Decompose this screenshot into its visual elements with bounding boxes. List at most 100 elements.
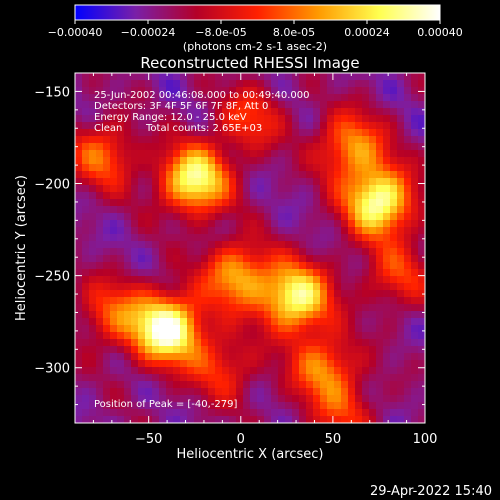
heatmap-cell: [250, 108, 258, 116]
heatmap-cell: [96, 178, 104, 186]
heatmap-cell: [138, 234, 146, 242]
heatmap-cell: [145, 318, 153, 326]
heatmap-cell: [131, 388, 139, 396]
heatmap-cell: [383, 339, 391, 347]
heatmap-cell: [96, 283, 104, 291]
heatmap-cell: [292, 332, 300, 340]
heatmap-cell: [404, 290, 412, 298]
heatmap-cell: [250, 381, 258, 389]
heatmap-cell: [327, 269, 335, 277]
heatmap-cell: [285, 409, 293, 417]
heatmap-cell: [306, 388, 314, 396]
heatmap-cell: [222, 388, 230, 396]
heatmap-cell: [355, 101, 363, 109]
heatmap-cell: [187, 94, 195, 102]
heatmap-cell: [264, 115, 272, 123]
heatmap-cell: [243, 136, 251, 144]
heatmap-cell: [124, 157, 132, 165]
heatmap-cell: [194, 269, 202, 277]
heatmap-cell: [124, 311, 132, 319]
heatmap-cell: [236, 381, 244, 389]
heatmap-cell: [292, 115, 300, 123]
heatmap-cell: [131, 185, 139, 193]
heatmap-cell: [271, 171, 279, 179]
heatmap-cell: [166, 129, 174, 137]
heatmap-cell: [285, 402, 293, 410]
heatmap-cell: [124, 129, 132, 137]
heatmap-cell: [138, 136, 146, 144]
heatmap-cell: [89, 346, 97, 354]
heatmap-cell: [82, 297, 90, 305]
heatmap-cell: [271, 367, 279, 375]
heatmap-cell: [180, 157, 188, 165]
heatmap-cell: [145, 220, 153, 228]
heatmap-cell: [348, 297, 356, 305]
heatmap-cell: [229, 108, 237, 116]
heatmap-cell: [362, 199, 370, 207]
heatmap-cell: [173, 199, 181, 207]
heatmap-cell: [180, 325, 188, 333]
heatmap-cell: [117, 150, 125, 158]
heatmap-cell: [215, 192, 223, 200]
heatmap-cell: [201, 297, 209, 305]
heatmap-cell: [355, 241, 363, 249]
heatmap-cell: [397, 325, 405, 333]
heatmap-cell: [152, 115, 160, 123]
heatmap-cell: [222, 150, 230, 158]
heatmap-cell: [229, 122, 237, 130]
heatmap-cell: [75, 395, 83, 403]
heatmap-cell: [166, 374, 174, 382]
heatmap-cell: [327, 87, 335, 95]
heatmap-cell: [145, 185, 153, 193]
heatmap-cell: [376, 157, 384, 165]
heatmap-cell: [369, 248, 377, 256]
heatmap-cell: [145, 101, 153, 109]
heatmap-cell: [180, 353, 188, 361]
heatmap-cell: [145, 332, 153, 340]
heatmap-cell: [313, 325, 321, 333]
heatmap-cell: [320, 262, 328, 270]
heatmap-cell: [376, 199, 384, 207]
heatmap-cell: [299, 409, 307, 417]
heatmap-cell: [124, 199, 132, 207]
heatmap-cell: [299, 318, 307, 326]
heatmap-cell: [292, 374, 300, 382]
heatmap-cell: [222, 311, 230, 319]
heatmap-cell: [313, 143, 321, 151]
heatmap-cell: [166, 276, 174, 284]
heatmap-cell: [313, 346, 321, 354]
heatmap-cell: [376, 409, 384, 417]
heatmap-cell: [278, 122, 286, 130]
heatmap-cell: [257, 339, 265, 347]
heatmap-cell: [75, 346, 83, 354]
heatmap-cell: [397, 80, 405, 88]
heatmap-cell: [306, 416, 314, 423]
heatmap-cell: [383, 304, 391, 312]
heatmap-cell: [383, 409, 391, 417]
heatmap-cell: [250, 402, 258, 410]
heatmap-cell: [404, 185, 412, 193]
heatmap-cell: [285, 199, 293, 207]
heatmap-cell: [341, 318, 349, 326]
heatmap-cell: [313, 283, 321, 291]
heatmap-cell: [138, 108, 146, 116]
heatmap-cell: [89, 136, 97, 144]
heatmap-cell: [138, 73, 146, 81]
heatmap-cell: [264, 199, 272, 207]
heatmap-cell: [285, 108, 293, 116]
heatmap-cell: [271, 346, 279, 354]
heatmap-cell: [222, 283, 230, 291]
heatmap-cell: [145, 248, 153, 256]
heatmap-cell: [411, 360, 419, 368]
heatmap-cell: [362, 241, 370, 249]
heatmap-cell: [173, 416, 181, 423]
heatmap-cell: [82, 318, 90, 326]
heatmap-cell: [313, 157, 321, 165]
heatmap-cell: [404, 94, 412, 102]
heatmap-cell: [306, 136, 314, 144]
heatmap-cell: [201, 129, 209, 137]
heatmap-cell: [341, 136, 349, 144]
heatmap-cell: [145, 213, 153, 221]
heatmap-cell: [299, 304, 307, 312]
heatmap-cell: [194, 367, 202, 375]
